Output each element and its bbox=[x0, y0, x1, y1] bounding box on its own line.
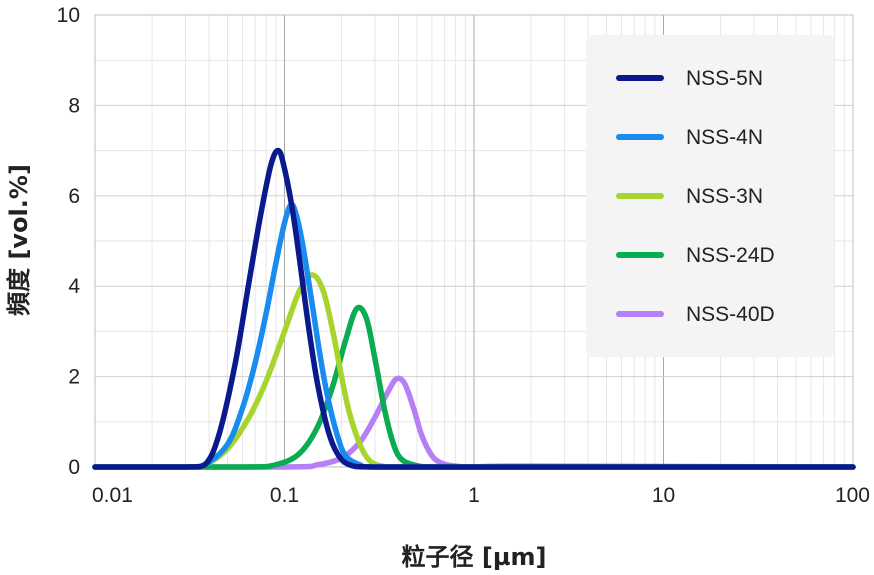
legend-box bbox=[586, 35, 834, 357]
y-tick-label: 2 bbox=[68, 366, 80, 389]
legend-label: NSS-40D bbox=[686, 303, 775, 326]
y-axis-title: 頻度 [vol.%] bbox=[5, 164, 33, 316]
series-lines bbox=[92, 147, 856, 470]
x-tick-labels: 0.01 0.1 1 10 100 bbox=[92, 484, 870, 507]
x-axis-title: 粒子径 [µm] bbox=[402, 543, 547, 571]
legend-item: NSS-4N bbox=[616, 126, 763, 149]
legend-item: NSS-3N bbox=[616, 185, 763, 208]
x-tick-label: 10 bbox=[652, 484, 675, 507]
legend-label: NSS-5N bbox=[686, 67, 763, 90]
x-tick-label: 100 bbox=[835, 484, 870, 507]
y-tick-labels: 0 2 4 6 8 10 bbox=[57, 4, 81, 479]
legend-item: NSS-40D bbox=[616, 303, 775, 326]
y-tick-label: 4 bbox=[68, 275, 80, 298]
legend-item: NSS-5N bbox=[616, 67, 763, 90]
y-tick-label: 8 bbox=[68, 94, 80, 117]
y-tick-label: 10 bbox=[57, 4, 80, 27]
legend-label: NSS-3N bbox=[686, 185, 763, 208]
y-tick-label: 6 bbox=[68, 185, 80, 208]
legend-item: NSS-24D bbox=[616, 244, 775, 267]
legend: NSS-5N NSS-4N NSS-3N NSS-24D NSS-40D bbox=[586, 35, 834, 357]
legend-label: NSS-24D bbox=[686, 244, 775, 267]
x-tick-label: 0.01 bbox=[92, 484, 133, 507]
x-tick-label: 1 bbox=[468, 484, 480, 507]
x-tick-label: 0.1 bbox=[270, 484, 299, 507]
legend-label: NSS-4N bbox=[686, 126, 763, 149]
y-tick-label: 0 bbox=[68, 456, 80, 479]
series-line-nss-5n bbox=[92, 147, 856, 470]
